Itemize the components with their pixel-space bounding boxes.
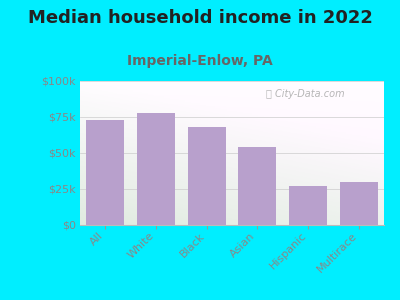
Text: ⓘ City-Data.com: ⓘ City-Data.com [266,89,344,99]
Bar [238,147,276,225]
Bar [86,120,124,225]
Bar [137,113,175,225]
Text: Median household income in 2022: Median household income in 2022 [28,9,372,27]
Bar [188,127,226,225]
Text: Imperial-Enlow, PA: Imperial-Enlow, PA [127,54,273,68]
Bar [289,186,327,225]
Bar [340,182,378,225]
